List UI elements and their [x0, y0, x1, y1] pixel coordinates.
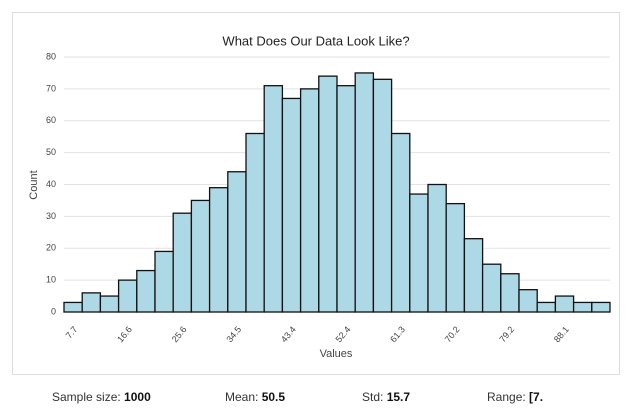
stat-value: 15.7 [386, 390, 411, 404]
stat-sample-size: Sample size: 1000 [52, 390, 151, 404]
stat-label: Sample size: [52, 390, 121, 404]
bar [427, 183, 447, 313]
bar [208, 187, 229, 313]
bar [336, 85, 356, 313]
stat-label: Std: [362, 390, 384, 404]
bar [572, 301, 593, 313]
bar [354, 72, 375, 313]
y-tick-label: 30 [46, 211, 56, 221]
bar [372, 78, 393, 313]
bar [172, 212, 193, 313]
bar [481, 263, 502, 313]
y-tick-label: 70 [46, 83, 56, 93]
bar [281, 97, 302, 313]
y-tick-label: 60 [46, 115, 56, 125]
bar [227, 171, 247, 313]
bar [463, 238, 484, 313]
bar [136, 269, 156, 313]
bar [299, 88, 320, 313]
bar [263, 85, 284, 313]
y-tick-label: 20 [46, 243, 56, 253]
stat-label: Mean: [225, 390, 259, 404]
bar [518, 289, 538, 313]
bar [81, 292, 102, 313]
bar [445, 202, 466, 313]
stat-label: Range: [487, 390, 526, 404]
bar [390, 132, 411, 313]
chart: What Does Our Data Look Like? Values Cou… [12, 12, 620, 375]
bar [99, 295, 120, 313]
y-tick-label: 50 [46, 147, 56, 157]
x-axis-label: Values [320, 348, 353, 360]
bar [190, 199, 211, 313]
bar [409, 193, 429, 313]
bar [554, 295, 575, 313]
bar [536, 301, 557, 313]
y-tick-label: 80 [46, 51, 56, 61]
bar [154, 250, 174, 313]
stat-mean: Mean: 50.5 [225, 390, 285, 404]
stat-value: 1000 [124, 390, 151, 404]
stat-std: Std: 15.7 [362, 390, 410, 404]
bar [318, 75, 338, 313]
chart-title: What Does Our Data Look Like? [222, 33, 409, 48]
y-tick-label: 0 [51, 306, 56, 316]
stat-range: Range: [7. [487, 390, 543, 404]
y-tick-label: 10 [46, 275, 56, 285]
bar [117, 279, 138, 313]
y-axis-label: Count [28, 170, 40, 199]
stat-value: [7. [529, 390, 544, 404]
stat-value: 50.5 [261, 390, 286, 404]
y-tick-label: 40 [46, 179, 56, 189]
bar [591, 301, 611, 313]
bar [245, 132, 265, 313]
bar [500, 273, 520, 313]
bar [63, 301, 83, 313]
